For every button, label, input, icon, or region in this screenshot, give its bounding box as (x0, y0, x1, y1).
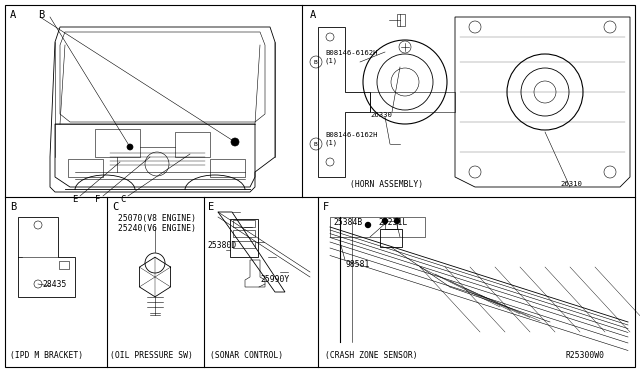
Bar (233, 241, 255, 248)
Text: F: F (95, 195, 100, 204)
Text: 25070(V8 ENGINE): 25070(V8 ENGINE) (118, 214, 196, 223)
Text: (HORN ASSEMBLY): (HORN ASSEMBLY) (350, 180, 423, 189)
Text: 25990Y: 25990Y (260, 275, 289, 284)
Text: B08146-6162H: B08146-6162H (325, 132, 378, 138)
Text: B: B (10, 202, 16, 212)
Text: (1): (1) (325, 58, 338, 64)
Text: R25300W0: R25300W0 (565, 351, 604, 360)
Text: B: B (313, 141, 317, 147)
Text: 25380D: 25380D (207, 241, 236, 250)
Text: (IPD M BRACKET): (IPD M BRACKET) (10, 351, 83, 360)
Text: 26310: 26310 (560, 181, 582, 187)
Circle shape (127, 144, 133, 150)
Circle shape (394, 218, 399, 224)
Text: 25231L: 25231L (378, 218, 407, 227)
Text: 98581: 98581 (345, 260, 369, 269)
Text: (SONAR CONTROL): (SONAR CONTROL) (210, 351, 283, 360)
Text: (OIL PRESSURE SW): (OIL PRESSURE SW) (110, 351, 193, 360)
Text: 25240(V6 ENGINE): 25240(V6 ENGINE) (118, 224, 196, 233)
Text: C: C (120, 195, 125, 204)
Text: 28435: 28435 (42, 280, 67, 289)
Text: B: B (38, 10, 44, 20)
Text: E: E (208, 202, 214, 212)
Text: B08146-6162H: B08146-6162H (325, 50, 378, 56)
Bar (380, 229, 402, 247)
Text: A: A (310, 10, 316, 20)
Text: F: F (323, 202, 329, 212)
Text: B: B (313, 60, 317, 64)
Text: 26330: 26330 (370, 112, 392, 118)
Bar (230, 219, 258, 257)
Circle shape (365, 222, 371, 228)
Text: E: E (72, 195, 77, 204)
Bar (175, 132, 210, 157)
Text: (1): (1) (325, 140, 338, 146)
Bar (68, 159, 103, 177)
Bar (210, 159, 245, 177)
Text: A: A (10, 10, 16, 20)
Text: C: C (112, 202, 118, 212)
Bar (397, 14, 405, 26)
Bar (233, 230, 255, 237)
Circle shape (383, 218, 387, 224)
Bar (233, 220, 255, 227)
Text: (CRASH ZONE SENSOR): (CRASH ZONE SENSOR) (325, 351, 418, 360)
Bar (385, 221, 397, 229)
Bar (95, 129, 140, 157)
Circle shape (231, 138, 239, 146)
Bar (59, 261, 69, 269)
Bar (330, 217, 425, 237)
Text: 25384B: 25384B (333, 218, 362, 227)
